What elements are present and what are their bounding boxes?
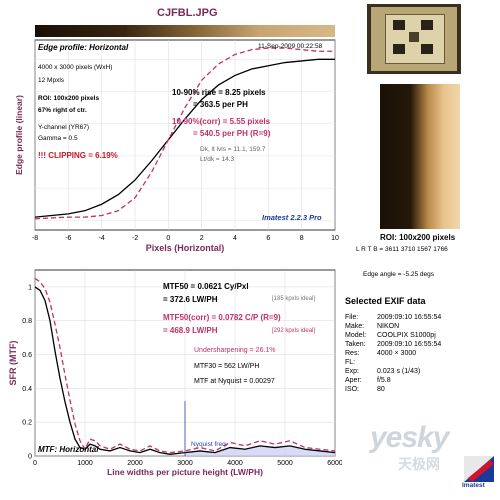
undersharpening: Undersharpening = 26.1% (194, 347, 276, 354)
mtf-x-tick: 6000 (327, 460, 342, 467)
exif-value: COOLPIX S1000pj (377, 332, 436, 339)
edge-grid (34, 40, 336, 230)
mtf-ylabel: SFR (MTF) (8, 341, 18, 386)
mtf-beyond-nyquist-fill (185, 445, 335, 456)
mtf50-corr-ideal: [292 kpxls ideal] (272, 328, 316, 334)
edge-info-0: 4000 x 3000 pixels (WxH) (38, 64, 113, 71)
exif-value: f/5.8 (377, 377, 391, 384)
mtf-x-tick: 2000 (127, 460, 143, 467)
clipping-warning: !!! CLIPPING = 6.19% (38, 151, 118, 160)
mtf-grid (34, 270, 336, 457)
edge-series-corrected (34, 47, 335, 220)
edge-rise-ph: = 363.5 per PH (193, 100, 248, 109)
exif-key: File: (345, 314, 359, 321)
mtf-title: MTF: Horizontal (38, 445, 99, 454)
roi-label: ROI: 100x200 pixels (380, 233, 456, 242)
mtf-xlabel: Line widths per picture height (LW/PH) (107, 467, 263, 477)
edge-xlabel: Pixels (Horizontal) (146, 243, 225, 253)
mtf-x-tick: 3000 (177, 460, 193, 467)
edge-angle: Edge angle = -5.25 degs (363, 271, 435, 278)
edge-series (34, 47, 335, 220)
mtf-y-tick: 0.6 (22, 352, 32, 359)
exif-key: Aper: (345, 377, 362, 384)
mtf-y-tick: 0.4 (22, 386, 32, 393)
file-title: CJFBL.JPG (157, 7, 218, 19)
mtf-y-tick: 1 (28, 284, 32, 291)
mtf30: MTF30 = 562 LW/PH (194, 363, 260, 370)
edge-info-5: Gamma = 0.5 (38, 135, 78, 142)
exif-value: 2009:09:10 16:55:54 (377, 341, 442, 348)
mtf50-corr-lw: = 468.9 LW/PH (163, 326, 218, 335)
exif-value: 0.023 s (1/43) (377, 368, 421, 375)
mtf-series-measured (34, 286, 336, 455)
edge-x-tick: -8 (32, 235, 38, 242)
mtf-series-corrected (34, 277, 336, 454)
mtf-x-tick: 5000 (277, 460, 293, 467)
mtf-y-tick: 0.2 (22, 420, 32, 427)
roi-coords: L R T B = 3611 3710 1567 1766 (356, 246, 448, 253)
edge-rise: 10-90% rise = 8.25 pixels (172, 88, 266, 97)
watermark-main: yesky (370, 421, 449, 454)
exif-value: 80 (377, 386, 385, 393)
edge-x-ticks: -8 -6 -4 -2 0 2 4 6 8 10 (32, 235, 339, 242)
imatest-logo: Imatest (462, 454, 496, 492)
edge-title: Edge profile: Horizontal (38, 43, 129, 52)
mtf-y-tick: 0.8 (22, 318, 32, 325)
edge-ylabel: Edge profile (linear) (14, 95, 24, 175)
watermark-sub: 天极网 (398, 456, 440, 472)
mtf50: MTF50 = 0.0621 Cy/Pxl (163, 282, 249, 291)
exif-value: 2009:09:10 16:55:54 (377, 314, 442, 321)
edge-x-tick: 0 (166, 235, 170, 242)
edge-plot-frame (34, 39, 336, 231)
exif-key: Model: (345, 332, 367, 339)
edge-info-4: Y-channel (YR67) (38, 124, 90, 131)
edge-rise-corr: 10-90%(corr) = 5.55 pixels (172, 117, 271, 126)
edge-gradient-strip (35, 25, 335, 37)
edge-x-tick: 4 (233, 235, 237, 242)
edge-x-tick: 10 (331, 235, 339, 242)
edge-timestamp: 11-Sep-2009 00:22:58 (258, 43, 323, 50)
edge-profile-chart: -8 -6 -4 -2 0 2 4 6 8 10 Edge profile (linear) Pi… (14, 39, 339, 253)
mtf-series (34, 277, 336, 455)
edge-info-3: 67% right of ctr. (38, 107, 87, 114)
mtf-x-tick: 4000 (227, 460, 243, 467)
exif-key: Taken: (345, 341, 366, 348)
edge-rise-corr-ph: = 540.5 per PH (R=9) (193, 129, 271, 138)
edge-x-tick: -6 (65, 235, 71, 242)
edge-series-measured (34, 58, 335, 218)
mtf-y-tick: 0 (28, 454, 32, 461)
mtf50-ideal: [185 kpxls ideal] (272, 296, 316, 302)
mtf-nyquist: MTF at Nyquist = 0.00297 (194, 378, 275, 385)
edge-dk-lt: Dk, lt lvls = 11.1, 159.7 (200, 146, 266, 153)
exif-value: NIKON (377, 323, 400, 330)
exif-value: 4000 × 3000 (377, 350, 417, 357)
mtf50-corr: MTF50(corr) = 0.0782 C/P (R=9) (163, 313, 281, 322)
roi-crop-image (380, 84, 460, 229)
edge-ltdk: Lt/dk = 14.3 (200, 156, 235, 163)
edge-info-1: 12 Mpxls (38, 77, 65, 84)
imatest-brand: Imatest 2.2.3 Pro (262, 213, 322, 222)
mtf50-lw: = 372.6 LW/PH (163, 295, 218, 304)
exif-key: Exp: (345, 368, 360, 375)
nyquist-label: Nyquist freq. (191, 441, 228, 448)
exif-key: ISO: (345, 386, 360, 393)
mtf-x-tick: 1000 (77, 460, 93, 467)
test-chart-thumbnail (367, 4, 461, 74)
edge-x-tick: -4 (99, 235, 105, 242)
exif-title: Selected EXIF data (345, 296, 426, 306)
mtf-ticks: 0 1000 2000 3000 4000 5000 6000 0 0.2 0.4 0.6 0.8 1 (22, 284, 342, 467)
mtf-chart: 0 1000 2000 3000 4000 5000 600000.20.40.60.81 … (8, 269, 342, 477)
exif-key: Res: (345, 350, 360, 357)
edge-x-tick: -2 (132, 235, 138, 242)
edge-x-tick: 8 (300, 235, 304, 242)
exif-key: FL: (345, 359, 356, 366)
imatest-logo-text: Imatest (462, 482, 485, 489)
edge-x-tick: 2 (200, 235, 204, 242)
mtf-fill (185, 445, 335, 456)
exif-key: Make: (345, 323, 365, 330)
edge-info-2: ROI: 100x200 pixels (38, 95, 100, 102)
mtf-x-tick: 0 (33, 460, 37, 467)
edge-x-tick: 6 (266, 235, 270, 242)
